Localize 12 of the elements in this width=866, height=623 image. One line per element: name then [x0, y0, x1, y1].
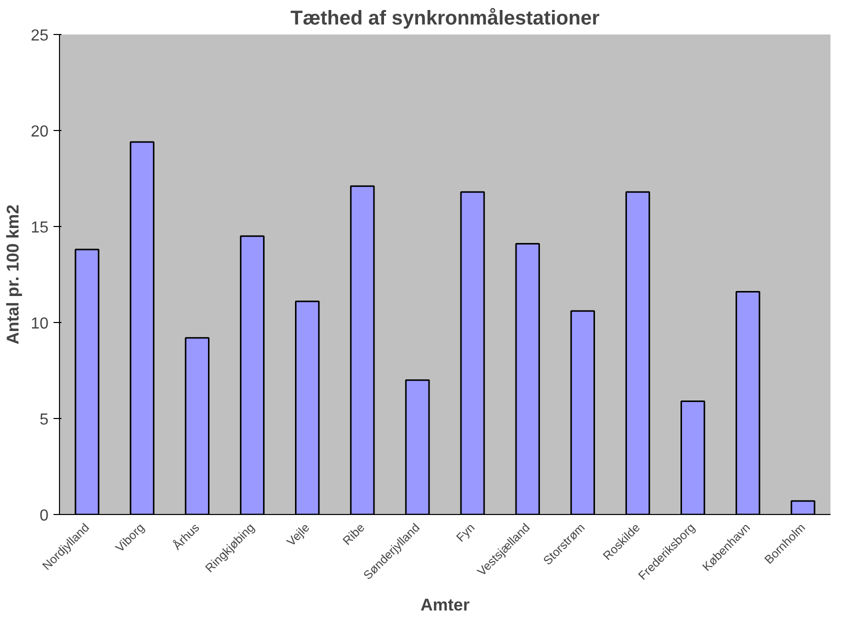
chart-title: Tæthed af synkronmålestationer: [290, 8, 600, 30]
y-tick-label: 20: [30, 124, 49, 140]
y-axis-title: Antal pr. 100 km2: [4, 204, 23, 344]
x-tick-label: Vejle: [284, 520, 312, 549]
x-axis-title: Amter: [420, 596, 470, 615]
y-tick-label: 15: [30, 220, 49, 236]
x-tick-label: Ribe: [340, 520, 368, 548]
y-tick-label: 10: [30, 316, 49, 332]
y-tick-label: 25: [30, 28, 49, 44]
y-tick-label: 0: [40, 508, 49, 524]
y-tick-label: 5: [40, 412, 49, 428]
x-tick-label: Fyn: [453, 520, 478, 545]
